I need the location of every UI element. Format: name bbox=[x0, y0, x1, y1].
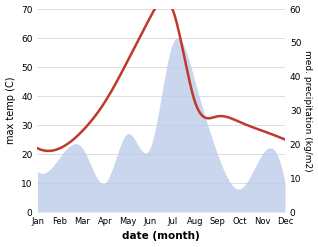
Y-axis label: med. precipitation (kg/m2): med. precipitation (kg/m2) bbox=[303, 50, 313, 171]
Y-axis label: max temp (C): max temp (C) bbox=[5, 77, 16, 144]
X-axis label: date (month): date (month) bbox=[122, 231, 200, 242]
